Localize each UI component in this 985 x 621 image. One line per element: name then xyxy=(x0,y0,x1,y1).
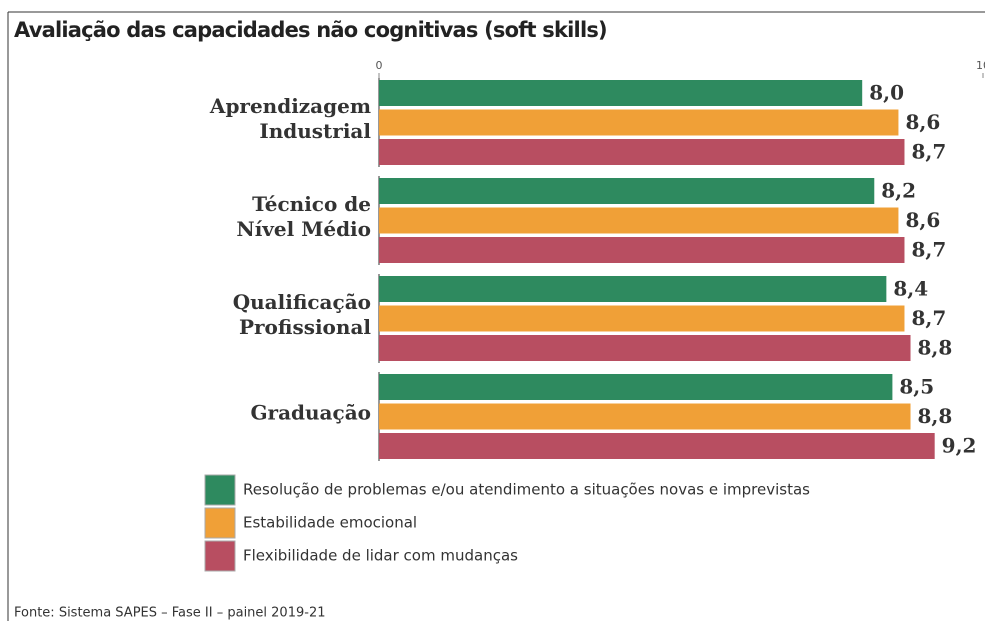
bar xyxy=(379,335,911,361)
bar xyxy=(379,305,905,332)
bar xyxy=(379,109,899,136)
category-label: Qualificação Profissional xyxy=(232,289,371,339)
value-label: 8,4 xyxy=(893,277,928,301)
bar xyxy=(379,237,905,263)
value-label: 8,6 xyxy=(905,110,940,134)
value-label: 8,8 xyxy=(918,404,953,428)
category-label: Técnico de Nível Médio xyxy=(236,191,371,241)
bar xyxy=(379,178,875,204)
value-label: 8,5 xyxy=(899,375,934,399)
bar xyxy=(379,207,899,234)
category-label: Aprendizagem Industrial xyxy=(209,93,371,143)
legend-swatch xyxy=(204,474,236,506)
bar xyxy=(379,374,893,400)
bar xyxy=(379,80,863,106)
source: Fonte: Sistema SAPES – Fase II – painel … xyxy=(14,606,325,621)
value-label: 8,0 xyxy=(869,81,904,105)
legend-swatch xyxy=(204,507,236,539)
value-label: 8,7 xyxy=(911,238,946,262)
bar xyxy=(379,433,935,459)
bar xyxy=(379,139,905,165)
value-label: 8,7 xyxy=(911,140,946,164)
value-label: 8,8 xyxy=(918,336,953,360)
chart-title: Avaliação das capacidades não cognitivas… xyxy=(14,18,607,42)
legend-swatch xyxy=(204,540,236,572)
value-label: 9,2 xyxy=(942,434,977,458)
value-label: 8,6 xyxy=(905,208,940,232)
value-label: 8,2 xyxy=(881,179,916,203)
value-label: 8,7 xyxy=(911,306,946,330)
bar xyxy=(379,403,911,430)
bar xyxy=(379,276,887,302)
legend-label: Flexibilidade de lidar com mudanças xyxy=(243,547,518,565)
x-tick-label: 0 xyxy=(376,59,383,72)
x-tick-label: 10 xyxy=(976,59,985,72)
category-label: Graduação xyxy=(250,400,371,424)
legend-label: Estabilidade emocional xyxy=(243,514,417,532)
legend-label: Resolução de problemas e/ou atendimento … xyxy=(243,481,810,499)
